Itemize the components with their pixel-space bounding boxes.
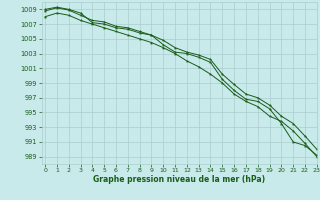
X-axis label: Graphe pression niveau de la mer (hPa): Graphe pression niveau de la mer (hPa) (93, 175, 265, 184)
